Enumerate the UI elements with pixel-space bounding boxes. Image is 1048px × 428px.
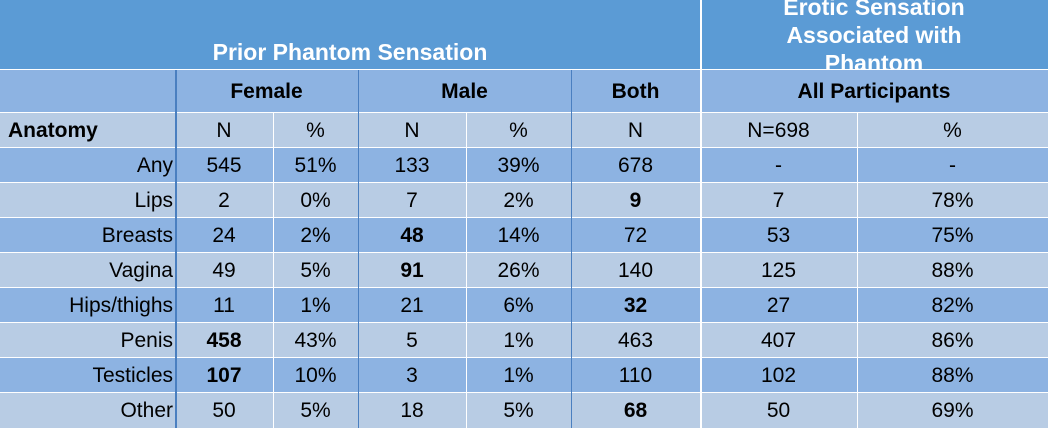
row-divider	[0, 287, 1048, 288]
row-divider	[0, 112, 1048, 113]
table-cell: 11	[175, 288, 273, 323]
table-cell: 1%	[273, 288, 358, 323]
col-header-male-n: N	[358, 113, 466, 148]
table-cell: 91	[358, 253, 466, 288]
table-cell: 48	[358, 218, 466, 253]
table-cell: 545	[175, 148, 273, 183]
table-cell: 2%	[273, 218, 358, 253]
column-divider	[273, 113, 274, 428]
table-cell: 88%	[857, 358, 1048, 393]
table-cell: 7	[358, 183, 466, 218]
table-cell: -	[857, 148, 1048, 183]
table-cell: 5%	[466, 393, 571, 428]
table-cell: 21	[358, 288, 466, 323]
table-cell: 102	[700, 358, 857, 393]
table-cell: 24	[175, 218, 273, 253]
table-cell: 7	[700, 183, 857, 218]
table-cell: 125	[700, 253, 857, 288]
table-cell: 88%	[857, 253, 1048, 288]
group-header-female: Female	[175, 70, 358, 113]
row-divider	[0, 322, 1048, 323]
table-cell: 69%	[857, 393, 1048, 428]
table-cell: 75%	[857, 218, 1048, 253]
row-label: Any	[0, 148, 175, 183]
table-cell: 5	[358, 323, 466, 358]
table-cell: 140	[571, 253, 700, 288]
table-cell: 32	[571, 288, 700, 323]
table-cell: 678	[571, 148, 700, 183]
table-cell: 39%	[466, 148, 571, 183]
table-cell: 6%	[466, 288, 571, 323]
table-cell: 107	[175, 358, 273, 393]
column-divider	[466, 113, 467, 428]
table-cell: 133	[358, 148, 466, 183]
table-cell: 458	[175, 323, 273, 358]
table-cell: 407	[700, 323, 857, 358]
row-label: Testicles	[0, 358, 175, 393]
group-header-all-participants: All Participants	[700, 70, 1048, 113]
row-label: Breasts	[0, 218, 175, 253]
col-header-all-pct: %	[857, 113, 1048, 148]
column-divider	[175, 70, 177, 428]
column-divider	[857, 113, 858, 428]
row-label: Penis	[0, 323, 175, 358]
table-cell: 9	[571, 183, 700, 218]
table-cell: 78%	[857, 183, 1048, 218]
table-cell: 2%	[466, 183, 571, 218]
row-divider	[0, 357, 1048, 358]
row-label: Hips/thighs	[0, 288, 175, 323]
table-cell: 51%	[273, 148, 358, 183]
table-cell: 10%	[273, 358, 358, 393]
table-cell: 27	[700, 288, 857, 323]
table-cell: 2	[175, 183, 273, 218]
table-cell: 72	[571, 218, 700, 253]
col-header-male-pct: %	[466, 113, 571, 148]
table-cell: 18	[358, 393, 466, 428]
row-divider	[0, 147, 1048, 148]
table-cell: 50	[175, 393, 273, 428]
row-divider	[0, 182, 1048, 183]
row-divider	[0, 69, 1048, 70]
row-label: Other	[0, 393, 175, 428]
table-cell: 5%	[273, 393, 358, 428]
table-cell: 3	[358, 358, 466, 393]
row-label: Lips	[0, 183, 175, 218]
column-divider	[358, 70, 359, 428]
table-cell: 5%	[273, 253, 358, 288]
table-cell: 0%	[273, 183, 358, 218]
table-cell: 68	[571, 393, 700, 428]
table-cell: 26%	[466, 253, 571, 288]
row-divider	[0, 392, 1048, 393]
table-cell: 43%	[273, 323, 358, 358]
table-cell: 53	[700, 218, 857, 253]
prior-phantom-title: Prior Phantom Sensation	[0, 0, 700, 70]
row-label: Vagina	[0, 253, 175, 288]
table-cell: 82%	[857, 288, 1048, 323]
table-cell: -	[700, 148, 857, 183]
col-header-anatomy: Anatomy	[0, 113, 175, 148]
row-divider	[0, 252, 1048, 253]
group-header-both: Both	[571, 70, 700, 113]
row-divider	[0, 217, 1048, 218]
table-cell: 50	[700, 393, 857, 428]
table-cell: 1%	[466, 323, 571, 358]
table-cell: 86%	[857, 323, 1048, 358]
table-cell: 14%	[466, 218, 571, 253]
table-cell: 463	[571, 323, 700, 358]
erotic-sensation-title: Erotic Sensation Associated with Phantom	[700, 0, 1048, 76]
col-header-both-n: N	[571, 113, 700, 148]
table-cell: 110	[571, 358, 700, 393]
column-divider	[700, 0, 702, 428]
col-header-female-n: N	[175, 113, 273, 148]
table-cell: 1%	[466, 358, 571, 393]
group-header-male: Male	[358, 70, 571, 113]
table-cell: 49	[175, 253, 273, 288]
col-header-all-n: N=698	[700, 113, 857, 148]
column-divider	[571, 70, 572, 428]
col-header-female-pct: %	[273, 113, 358, 148]
group-header-empty	[0, 70, 175, 113]
